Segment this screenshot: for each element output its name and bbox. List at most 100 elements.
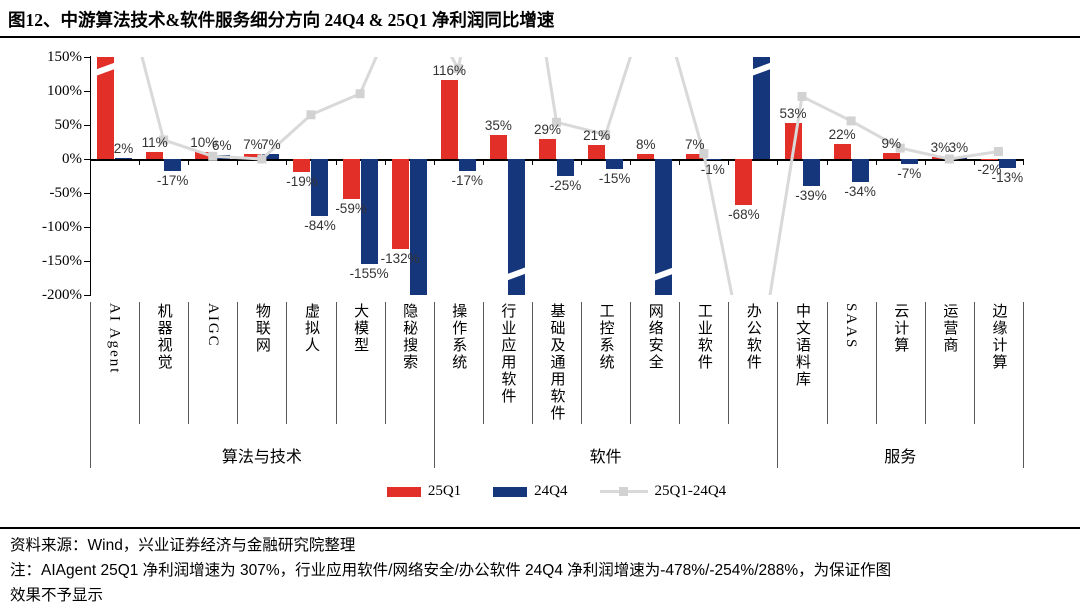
data-label-q1-网络安全: 8% <box>635 136 656 152</box>
category-label-操作系统: 操作系统 <box>450 303 467 371</box>
y-axis-tick-label: 100% <box>47 83 82 99</box>
category-separator <box>826 302 828 424</box>
category-tick-mark <box>188 159 190 165</box>
category-label-边缘计算: 边缘计算 <box>990 303 1007 371</box>
category-separator <box>679 302 681 424</box>
category-label-工控系统: 工控系统 <box>597 303 614 371</box>
y-axis-tick-mark <box>84 193 90 194</box>
data-label-q1-操作系统: 116% <box>432 63 467 79</box>
data-label-q4-工业软件: -1% <box>700 161 725 177</box>
category-label-网络安全: 网络安全 <box>646 303 663 371</box>
category-separator <box>384 302 386 424</box>
bar-q4-基础及通用软件 <box>557 159 574 176</box>
bar-q4-虚拟人 <box>311 159 329 217</box>
category-label-云计算: 云计算 <box>892 303 909 354</box>
bar-q1-基础及通用软件 <box>539 139 556 159</box>
data-label-q1-工控系统: 21% <box>583 127 611 143</box>
figure-title: 图12、中游算法技术&软件服务细分方向 24Q4 & 25Q1 净利润同比增速 <box>8 10 555 30</box>
diff-square-marker <box>306 110 316 120</box>
y-axis-tick-mark <box>84 227 90 228</box>
category-tick-mark <box>875 159 877 165</box>
data-label-q4-操作系统: -17% <box>451 172 484 188</box>
category-label-物联网: 物联网 <box>253 303 270 354</box>
y-axis-tick-mark <box>84 295 90 296</box>
category-tick-mark <box>482 159 484 165</box>
category-separator <box>581 302 583 424</box>
chart-legend: 25Q1 24Q4 25Q1-24Q4 <box>90 483 1023 500</box>
diff-square-marker <box>159 135 169 145</box>
group-label-服务: 服务 <box>884 449 917 466</box>
bar-q4-AI Agent <box>115 157 133 159</box>
category-separator <box>482 302 484 424</box>
data-label-q1-办公软件: -68% <box>728 207 760 223</box>
y-axis-tick-label: 50% <box>54 117 83 133</box>
legend-swatch-diff-line <box>599 487 648 496</box>
diff-line-series <box>140 57 1003 295</box>
category-tick-mark <box>630 159 632 165</box>
category-tick-mark <box>679 159 681 165</box>
data-label-q1-隐秘搜索: -132% <box>380 250 420 266</box>
bar-q1-机器视觉 <box>146 151 164 159</box>
group-separator <box>433 302 435 468</box>
data-label-q1-边缘计算: -2% <box>977 162 1002 178</box>
group-label-算法与技术: 算法与技术 <box>221 449 302 466</box>
bar-q4-SAAS <box>851 159 869 183</box>
category-tick-mark <box>1023 159 1024 165</box>
bar-q1-行业应用软件 <box>489 135 507 159</box>
data-label-q1-AIGC: 10% <box>190 135 218 151</box>
category-label-机器视觉: 机器视觉 <box>155 303 172 371</box>
diff-square-marker <box>797 91 807 101</box>
category-tick-mark <box>973 159 975 165</box>
diff-square-marker <box>993 147 1003 157</box>
bar-q1-操作系统 <box>440 80 458 159</box>
category-tick-mark <box>433 159 435 165</box>
diff-line-path <box>140 57 999 295</box>
bar-q4-中文语料库 <box>802 159 820 186</box>
y-axis-tick-mark <box>84 261 90 262</box>
bar-q4-物联网 <box>262 154 280 159</box>
data-label-q4-边缘计算: -13% <box>991 169 1024 185</box>
bar-q1-AIGC <box>195 152 213 159</box>
category-separator <box>973 302 975 424</box>
bar-q1-虚拟人 <box>293 159 311 172</box>
bar-q4-边缘计算 <box>998 159 1016 168</box>
data-label-q4-工控系统: -15% <box>598 171 631 187</box>
bar-q4-工业软件 <box>704 159 722 160</box>
diff-square-marker <box>257 154 267 164</box>
category-label-虚拟人: 虚拟人 <box>302 303 319 354</box>
bar-q4-大模型 <box>360 159 378 265</box>
category-tick-mark <box>924 159 926 165</box>
diff-square-marker <box>944 154 954 164</box>
category-separator <box>875 302 877 424</box>
data-label-q4-基础及通用软件: -25% <box>549 178 582 193</box>
data-label-q1-物联网: 7% <box>243 137 263 153</box>
bar-q1-边缘计算 <box>980 159 998 161</box>
group-separator <box>777 302 779 468</box>
y-axis-tick-mark <box>84 159 90 160</box>
category-tick-mark <box>335 159 337 165</box>
data-label-q1-大模型: -59% <box>335 201 367 217</box>
category-label-隐秘搜索: 隐秘搜索 <box>401 303 418 371</box>
bar-q4-行业应用软件 <box>507 159 525 295</box>
bar-q1-工控系统 <box>588 144 606 159</box>
category-tick-mark <box>581 159 583 165</box>
category-separator <box>286 302 288 424</box>
data-label-q1-SAAS: 22% <box>828 127 856 143</box>
category-label-AI Agent: AI Agent <box>106 303 123 375</box>
diff-square-marker <box>601 130 611 140</box>
category-label-AIGC: AIGC <box>204 303 221 348</box>
bar-q1-办公软件 <box>735 159 753 206</box>
category-tick-mark <box>384 159 386 165</box>
category-tick-mark <box>139 159 141 165</box>
category-separator <box>139 302 141 424</box>
diff-square-marker <box>355 89 365 99</box>
bar-line-chart: 150% 100% 50% 0% -50% -100% -150% -200% 2% 11% -17… <box>42 49 1024 468</box>
bar-q4-机器视觉 <box>164 159 182 171</box>
group-label-软件: 软件 <box>589 449 622 466</box>
bar-q4-网络安全 <box>655 159 673 295</box>
category-separator <box>188 302 190 424</box>
y-axis-tick-mark <box>84 125 90 126</box>
data-label-q4-AI Agent: 2% <box>113 140 134 156</box>
y-axis-tick-label: 150% <box>47 49 82 65</box>
